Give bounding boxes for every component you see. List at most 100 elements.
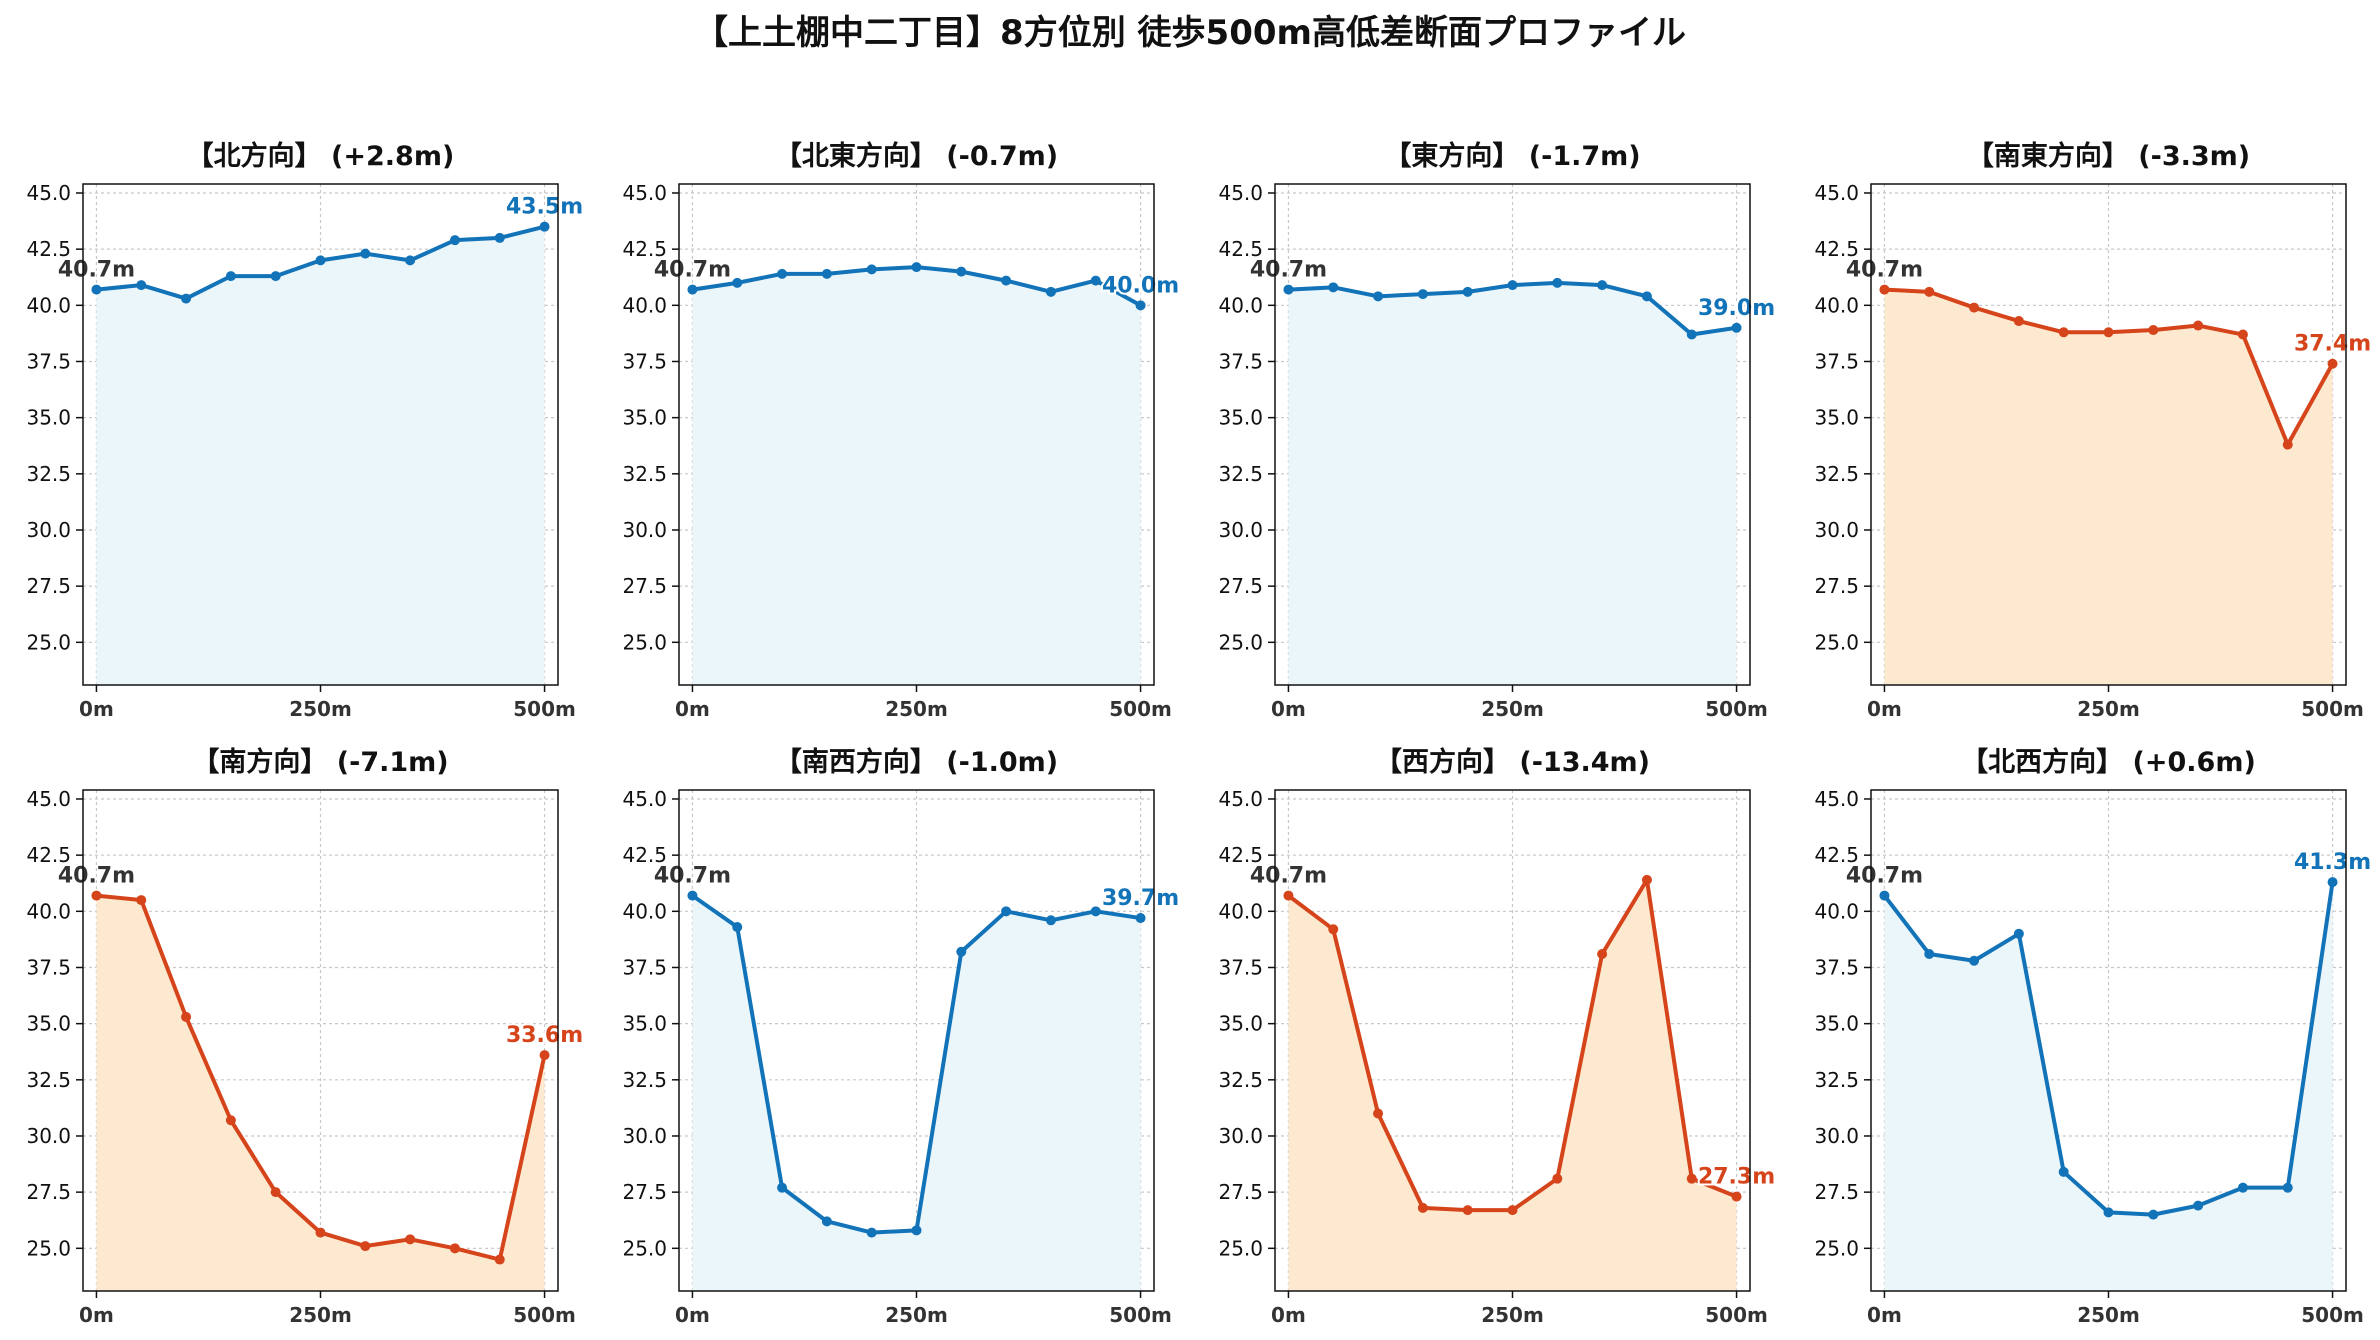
y-tick-label: 32.5 — [1218, 1068, 1263, 1092]
data-point — [1879, 890, 1890, 901]
y-tick-label: 30.0 — [1218, 1124, 1263, 1148]
panel-7: 【北西方向】 (+0.6m) 40.7m 41.3m 25.0 27.5 30.0 32.5… — [1814, 746, 2373, 1327]
x-tick-label: 250m — [1481, 697, 1544, 721]
start-elevation-label: 40.7m — [1250, 864, 1327, 889]
y-tick-label: 45.0 — [1814, 181, 1859, 205]
data-point — [687, 890, 698, 901]
y-tick-label: 25.0 — [26, 1236, 71, 1260]
data-point — [1328, 282, 1339, 293]
y-tick-label: 37.5 — [1814, 349, 1859, 373]
data-point — [1001, 275, 1012, 286]
y-tick-label: 30.0 — [622, 518, 667, 542]
x-tick-label: 500m — [2301, 697, 2364, 721]
panel-title: 【北方向】 (+2.8m) — [187, 140, 455, 172]
data-point — [2013, 316, 2024, 327]
data-point — [315, 1227, 326, 1238]
data-point — [91, 284, 102, 295]
data-point — [866, 1227, 877, 1238]
y-tick-label: 45.0 — [622, 181, 667, 205]
y-tick-label: 42.5 — [1218, 843, 1263, 867]
data-point — [2282, 439, 2293, 450]
data-point — [494, 232, 505, 243]
data-point — [1552, 277, 1563, 288]
data-point — [360, 248, 371, 259]
data-point — [777, 1182, 788, 1193]
y-tick-label: 37.5 — [26, 955, 71, 979]
data-point — [1641, 291, 1652, 302]
data-point — [136, 895, 147, 906]
y-tick-label: 37.5 — [1218, 955, 1263, 979]
data-point — [1283, 890, 1294, 901]
y-tick-label: 30.0 — [1814, 518, 1859, 542]
y-tick-label: 32.5 — [622, 1068, 667, 1092]
panel-5: 【南西方向】 (-1.0m) 40.7m 39.7m 25.0 27.5 30.0 32.5… — [622, 746, 1181, 1327]
panel-title: 【東方向】 (-1.7m) — [1384, 140, 1640, 172]
y-tick-label: 45.0 — [1814, 787, 1859, 811]
y-tick-label: 32.5 — [1814, 1068, 1859, 1092]
data-point — [956, 946, 967, 957]
y-tick-label: 32.5 — [26, 462, 71, 486]
panel-title: 【南西方向】 (-1.0m) — [775, 746, 1058, 778]
end-elevation-label: 40.0m — [1102, 273, 1179, 298]
y-tick-label: 35.0 — [1218, 406, 1263, 430]
x-tick-label: 250m — [885, 1303, 948, 1327]
data-point — [1373, 1108, 1384, 1119]
profile-area — [692, 267, 1141, 685]
y-tick-label: 27.5 — [26, 574, 71, 598]
end-elevation-label: 41.3m — [2294, 850, 2371, 875]
x-tick-label: 250m — [289, 697, 352, 721]
data-point — [2013, 928, 2024, 939]
y-tick-label: 40.0 — [1814, 293, 1859, 317]
data-point — [2193, 320, 2204, 331]
data-point — [270, 271, 281, 282]
y-tick-label: 37.5 — [622, 349, 667, 373]
start-elevation-label: 40.7m — [58, 864, 135, 889]
data-point — [315, 255, 326, 266]
data-point — [2103, 327, 2114, 338]
data-point — [911, 262, 922, 273]
y-tick-label: 25.0 — [622, 1236, 667, 1260]
data-point — [1373, 291, 1384, 302]
data-point — [225, 271, 236, 282]
profile-area — [1884, 882, 2333, 1291]
y-tick-label: 42.5 — [26, 237, 71, 261]
data-point — [1417, 289, 1428, 300]
y-tick-label: 40.0 — [26, 899, 71, 923]
data-point — [91, 890, 102, 901]
y-tick-label: 30.0 — [622, 1124, 667, 1148]
data-point — [1045, 915, 1056, 926]
y-tick-label: 42.5 — [1814, 843, 1859, 867]
y-tick-label: 27.5 — [1814, 1180, 1859, 1204]
data-point — [2327, 877, 2338, 888]
data-point — [539, 1050, 550, 1061]
data-point — [1135, 300, 1146, 311]
data-point — [2103, 1207, 2114, 1218]
data-point — [1135, 913, 1146, 924]
data-point — [136, 280, 147, 291]
panel-title: 【南東方向】 (-3.3m) — [1967, 140, 2250, 172]
data-point — [2193, 1200, 2204, 1211]
y-tick-label: 25.0 — [1218, 630, 1263, 654]
end-elevation-label: 27.3m — [1698, 1165, 1775, 1190]
data-point — [2058, 1166, 2069, 1177]
data-point — [1597, 949, 1608, 960]
panel-title: 【南方向】 (-7.1m) — [192, 746, 448, 778]
data-point — [2148, 325, 2159, 336]
y-tick-label: 40.0 — [622, 293, 667, 317]
data-point — [2058, 327, 2069, 338]
y-tick-label: 30.0 — [1218, 518, 1263, 542]
x-tick-label: 250m — [1481, 1303, 1544, 1327]
panel-title: 【北西方向】 (+0.6m) — [1961, 746, 2256, 778]
data-point — [2327, 358, 2338, 369]
y-tick-label: 25.0 — [622, 630, 667, 654]
y-tick-label: 35.0 — [622, 406, 667, 430]
start-elevation-label: 40.7m — [1250, 258, 1327, 283]
y-tick-label: 40.0 — [1814, 899, 1859, 923]
data-point — [911, 1225, 922, 1236]
x-tick-label: 500m — [1109, 697, 1172, 721]
data-point — [1686, 1173, 1697, 1184]
x-tick-label: 500m — [1109, 1303, 1172, 1327]
panel-0: 【北方向】 (+2.8m) 40.7m 43.5m 25.0 27.5 30.0 32.5 3… — [26, 140, 585, 721]
data-point — [1969, 302, 1980, 313]
y-tick-label: 42.5 — [26, 843, 71, 867]
